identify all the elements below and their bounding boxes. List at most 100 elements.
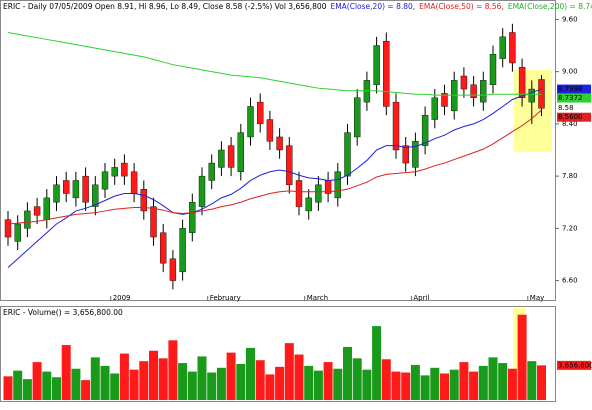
candle-body [431, 97, 438, 120]
y-tick-label: 8.40 [562, 120, 578, 128]
volume-bar [52, 377, 61, 400]
candle-body [480, 80, 487, 103]
last-value-label: 8.58 [558, 104, 574, 112]
volume-bar [430, 367, 440, 400]
candle-body [150, 206, 157, 238]
candle-body [276, 136, 283, 151]
candle-body [392, 101, 400, 151]
volume-bar [401, 372, 411, 400]
candle-body [189, 202, 196, 233]
volume-bar [449, 369, 459, 400]
last-value-label: 8.7998 [558, 85, 583, 93]
candle-body [295, 180, 303, 207]
candle-body [111, 167, 118, 177]
candle-body [344, 132, 351, 177]
volume-bar [110, 373, 120, 400]
volume-bar [158, 358, 168, 400]
candle-body [383, 40, 390, 107]
candle-body [518, 67, 526, 98]
volume-bar [100, 365, 110, 400]
volume-bar [323, 362, 333, 400]
volume-bar [216, 367, 226, 400]
volume-bar [381, 359, 391, 400]
header-ema20: EMA(Close,20) = 8.80, [330, 2, 415, 11]
y-tick-label: 7.80 [562, 172, 578, 180]
volume-bar [410, 364, 420, 400]
volume-bar [420, 375, 430, 400]
volume-title: ERIC - Volume() = 3,656,800.00 [3, 308, 123, 317]
last-value-box [557, 103, 591, 113]
candle-body [266, 119, 274, 142]
candle-body [470, 84, 477, 98]
price-frame [0, 0, 556, 301]
volume-bar [294, 354, 304, 400]
candle-body [237, 132, 245, 172]
volume-bar [333, 368, 343, 400]
last-value-box [557, 84, 591, 94]
candle-body [402, 145, 409, 164]
volume-bar [284, 343, 294, 400]
volume-bar [507, 368, 517, 400]
candle-body [101, 171, 109, 190]
volume-bar [90, 357, 100, 400]
header: ERIC - Daily 07/05/2009 Open 8.91, Hi 8.… [3, 2, 327, 11]
candle-body [33, 206, 41, 216]
volume-bar [246, 347, 255, 400]
candle-body [528, 88, 535, 103]
ema-line [7, 109, 542, 225]
volume-bar [343, 346, 352, 400]
candle-body [130, 171, 138, 194]
ema-line [7, 88, 542, 268]
candle-body [63, 180, 70, 194]
candle-body [373, 45, 380, 85]
header-ema50: EMA(Close,50) = 8.56, [419, 2, 504, 11]
candle-body [43, 197, 50, 220]
volume-bar [352, 358, 362, 400]
candle-body [499, 36, 506, 59]
volume-bar [488, 357, 498, 400]
x-tick-label: 2009 [113, 294, 131, 302]
volume-bar [149, 350, 158, 400]
volume-bar [372, 326, 382, 400]
volume-bar [265, 374, 275, 400]
volume-bar [459, 362, 469, 400]
volume-last-box [557, 360, 591, 370]
volume-bar [391, 371, 401, 400]
x-tick-label: May [530, 294, 544, 302]
candle-body [412, 141, 419, 168]
volume-bar [168, 340, 178, 400]
candle-body [305, 197, 312, 212]
volume-bar [527, 361, 537, 400]
volume-bar [313, 370, 323, 400]
volume-frame [0, 306, 556, 402]
ema-line [7, 31, 542, 96]
volume-bar [71, 368, 81, 400]
candle-body [121, 162, 128, 177]
volume-bar [362, 369, 372, 400]
volume-bar [81, 380, 91, 400]
volume-bar [255, 360, 265, 400]
candle-body [92, 184, 99, 207]
volume-bar [226, 352, 236, 400]
volume-bar [139, 361, 149, 400]
candle-body [460, 75, 468, 90]
volume-bar [197, 356, 207, 400]
candle-body [354, 97, 361, 138]
candle-body [4, 219, 12, 238]
volume-bar [129, 369, 139, 400]
volume-bar [61, 345, 71, 400]
candle-body [218, 149, 225, 168]
candle-body [257, 101, 264, 125]
volume-bar [236, 364, 246, 400]
candle-body [441, 93, 448, 107]
candle-body [247, 106, 254, 138]
candle-body [208, 162, 215, 181]
last-value-label: 8.7372 [558, 94, 583, 102]
volume-bar [498, 363, 508, 400]
volume-last-label: 3,656,800 [558, 361, 592, 369]
x-tick-label: March [307, 294, 328, 302]
volume-bar [187, 371, 197, 400]
volume-bar [275, 366, 285, 400]
volume-bar [207, 372, 217, 400]
